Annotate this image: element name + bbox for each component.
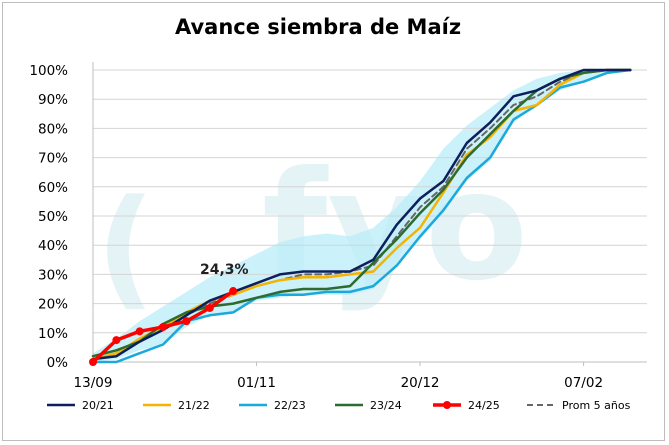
series-point: [135, 327, 144, 336]
y-tick-label: 20%: [38, 297, 68, 313]
legend-label: Prom 5 años: [562, 399, 631, 412]
legend: 20/21 21/22 22/23 23/24 24/25 Prom 5 años: [47, 399, 631, 412]
legend-label: 21/22: [178, 399, 210, 412]
series-point: [89, 358, 97, 366]
legend-label: 22/23: [274, 399, 306, 412]
series-point: [112, 336, 121, 345]
series-point: [182, 317, 191, 326]
y-tick-label: 0%: [47, 355, 69, 371]
y-tick-label: 10%: [38, 326, 68, 342]
chart-title: Avance siembra de Maíz: [175, 15, 461, 39]
range-band: [93, 70, 631, 362]
y-tick-label: 90%: [38, 92, 68, 108]
series-line-20-21: [91, 68, 632, 361]
y-grid: [93, 69, 647, 334]
tick-labels: 0% 10% 20% 30% 40% 50% 60% 70% 80% 90% 100% 13/09 01…: [29, 63, 603, 391]
x-tick-label: 20/12: [401, 375, 440, 391]
series-point: [205, 303, 214, 312]
series-lines: [89, 68, 632, 366]
x-tick-label: 13/09: [74, 375, 113, 391]
range-band-area: [93, 70, 631, 362]
y-tick-label: 80%: [38, 121, 68, 137]
last-value-annotation: 24,3%: [200, 262, 249, 278]
watermark-paren: (: [96, 171, 155, 323]
legend-marker: [443, 401, 451, 409]
legend-label: 23/24: [370, 399, 402, 412]
y-tick-label: 40%: [38, 238, 68, 254]
y-tick-label: 50%: [38, 209, 68, 225]
x-tick-label: 07/02: [564, 375, 603, 391]
legend-label: 24/25: [468, 399, 500, 412]
y-tick-label: 30%: [38, 267, 68, 283]
series-point: [159, 322, 168, 331]
x-tick-label: 01/11: [237, 375, 276, 391]
y-tick-label: 70%: [38, 151, 68, 167]
y-tick-label: 100%: [29, 63, 68, 79]
series-point: [229, 287, 238, 296]
legend-label: 20/21: [82, 399, 114, 412]
y-tick-label: 60%: [38, 180, 68, 196]
